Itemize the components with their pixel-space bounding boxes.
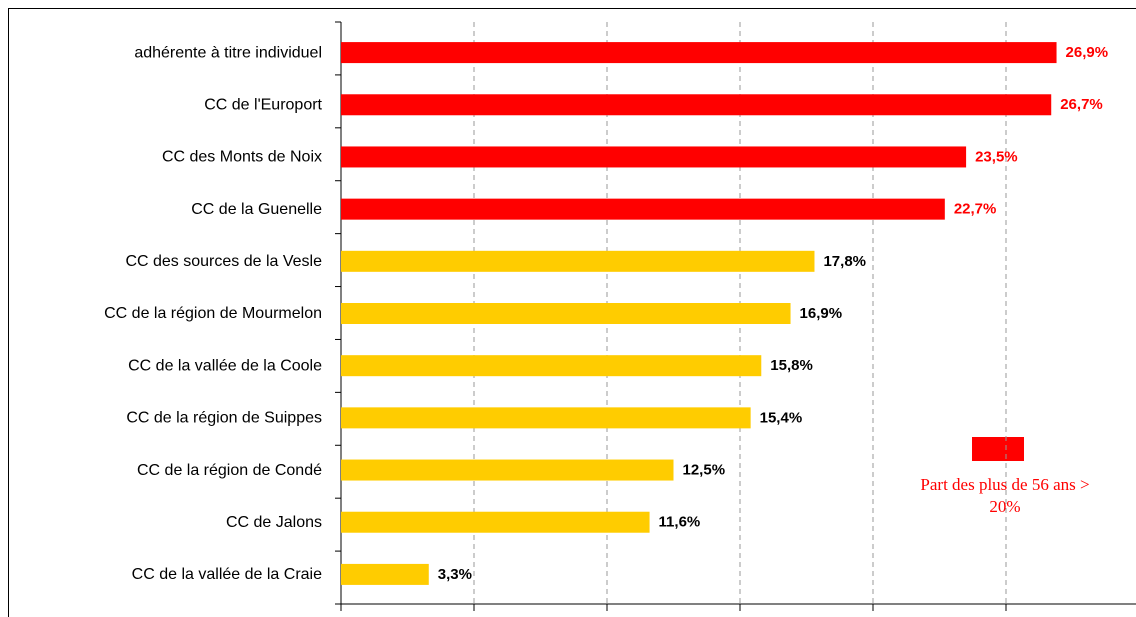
value-label: 15,8% xyxy=(770,357,813,374)
value-label: 26,9% xyxy=(1066,44,1109,61)
value-label: 15,4% xyxy=(760,409,803,426)
value-label: 22,7% xyxy=(954,201,997,218)
bar xyxy=(341,42,1057,64)
legend-swatch xyxy=(972,437,1024,461)
category-label: CC de la région de Condé xyxy=(137,462,322,479)
value-label: 12,5% xyxy=(683,462,726,479)
bar xyxy=(341,250,815,272)
chart-frame xyxy=(8,8,1136,617)
value-label: 16,9% xyxy=(800,305,843,322)
value-label: 26,7% xyxy=(1060,96,1103,113)
category-label: CC des Monts de Noix xyxy=(162,149,322,166)
category-label: CC de la vallée de la Craie xyxy=(132,566,322,583)
category-label: CC de Jalons xyxy=(226,514,322,531)
bar xyxy=(341,563,429,585)
value-label: 23,5% xyxy=(975,148,1018,165)
bar xyxy=(341,459,674,481)
value-label: 17,8% xyxy=(823,253,866,270)
category-label: CC des sources de la Vesle xyxy=(125,253,322,270)
bar xyxy=(341,146,967,168)
category-label: adhérente à titre individuel xyxy=(134,44,322,61)
category-label: CC de la Guenelle xyxy=(191,201,322,218)
bar xyxy=(341,511,650,533)
bar xyxy=(341,94,1052,116)
category-label: CC de la vallée de la Coole xyxy=(128,357,322,374)
bar xyxy=(341,355,762,377)
category-label: CC de la région de Mourmelon xyxy=(104,305,322,322)
bar xyxy=(341,303,791,324)
value-label: 11,6% xyxy=(659,514,701,531)
category-label: CC de la région de Suippes xyxy=(126,410,322,427)
legend-label: Part des plus de 56 ans > 20% xyxy=(920,475,1090,516)
category-label: CC de l'Europort xyxy=(204,96,322,113)
value-label: 3,3% xyxy=(438,566,472,583)
bar xyxy=(341,407,751,429)
bar xyxy=(341,198,945,220)
